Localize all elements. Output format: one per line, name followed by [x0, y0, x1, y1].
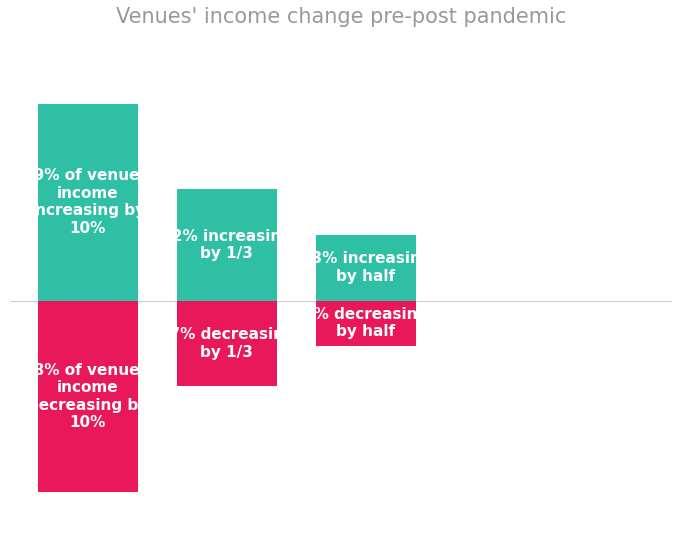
- Text: 38% of venues'
income
decreasing by
10%: 38% of venues' income decreasing by 10%: [22, 363, 153, 430]
- Text: 22% increasing
by 1/3: 22% increasing by 1/3: [162, 228, 292, 261]
- Bar: [177, 301, 277, 386]
- Bar: [37, 104, 138, 301]
- Title: Venues' income change pre-post pandemic: Venues' income change pre-post pandemic: [116, 7, 567, 27]
- Bar: [316, 235, 416, 301]
- Text: 39% of venues'
income
increasing by
10%: 39% of venues' income increasing by 10%: [22, 169, 153, 236]
- Text: 17% decreasing
by 1/3: 17% decreasing by 1/3: [159, 327, 295, 360]
- Bar: [37, 301, 138, 492]
- Text: 13% increasing
by half: 13% increasing by half: [301, 251, 431, 284]
- Text: 9% decreasing
by half: 9% decreasing by half: [304, 307, 428, 339]
- Bar: [177, 189, 277, 301]
- Bar: [316, 301, 416, 346]
